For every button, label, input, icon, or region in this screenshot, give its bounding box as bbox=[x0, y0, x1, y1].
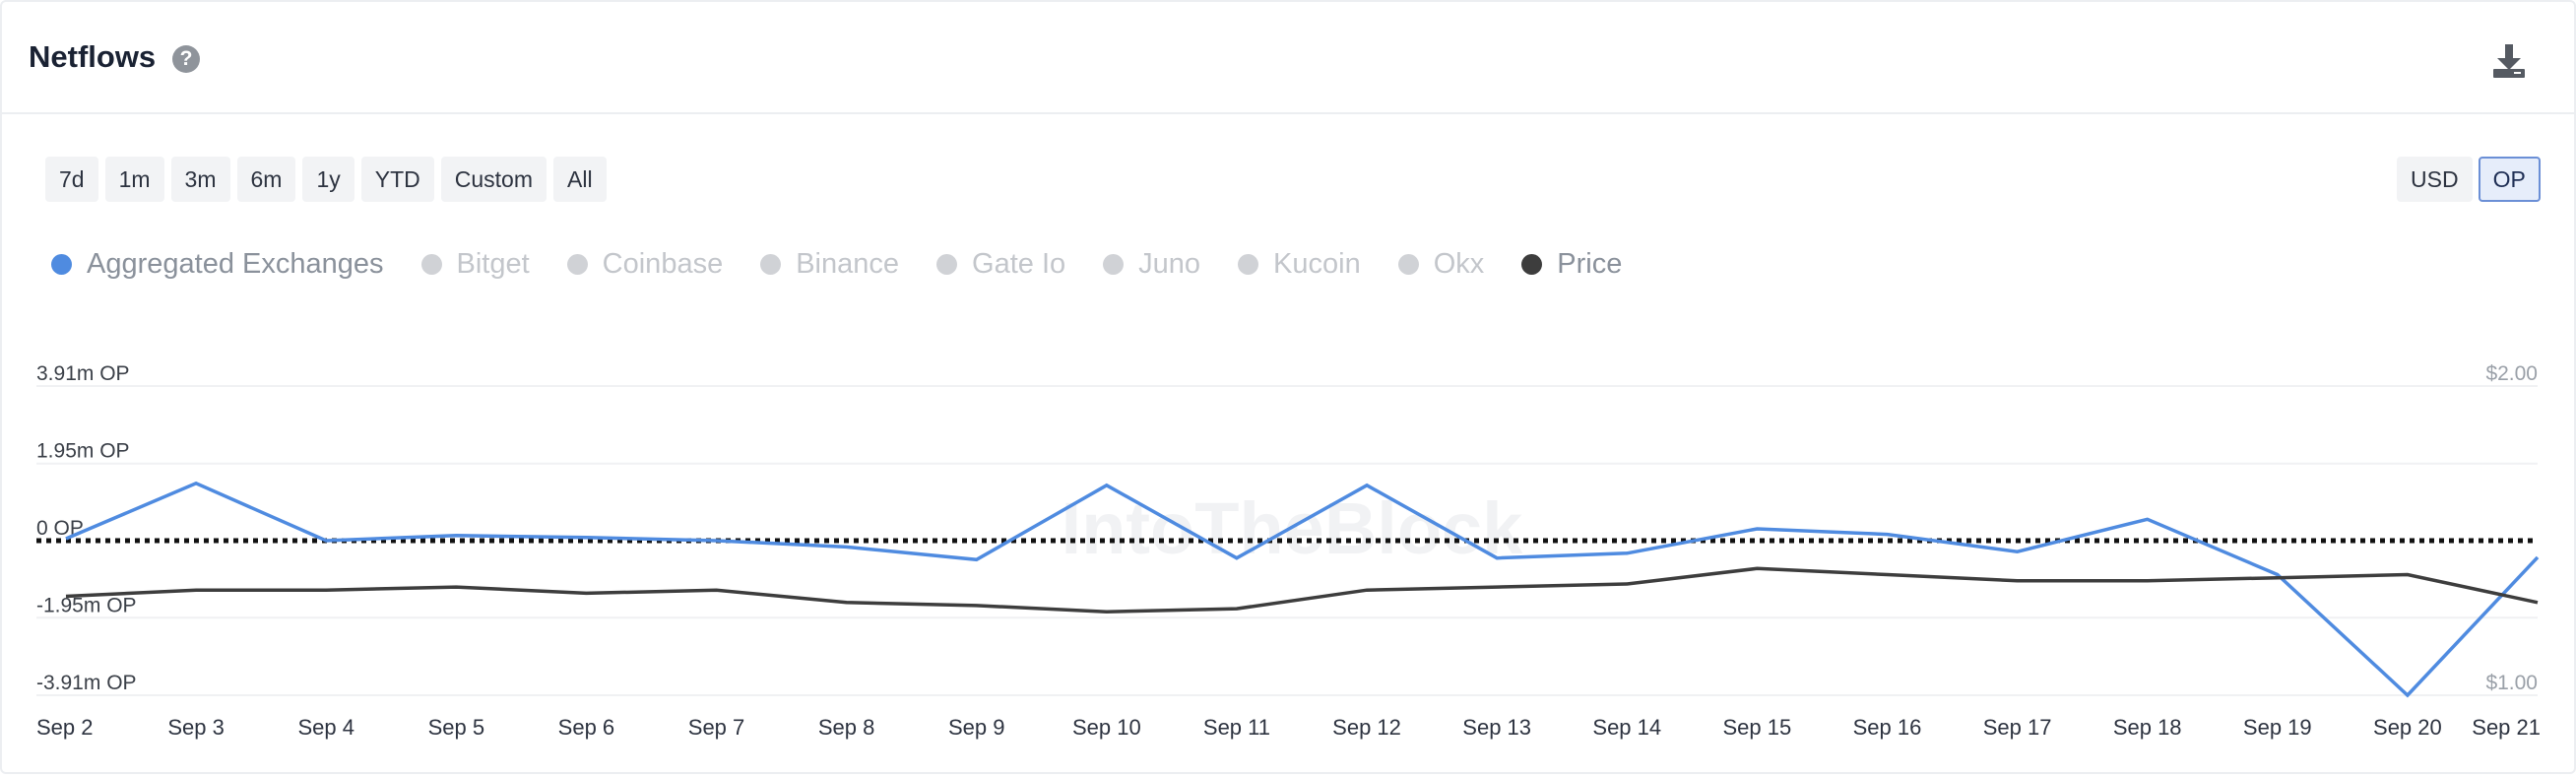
y-tick-label: 1.95m OP bbox=[36, 440, 130, 463]
x-tick-label: Sep 12 bbox=[1332, 715, 1401, 740]
y-tick-label: 0 OP bbox=[36, 517, 84, 540]
x-tick-label: Sep 21 bbox=[2472, 715, 2541, 740]
y-right-tick-label: $1.00 bbox=[2485, 672, 2538, 694]
x-tick-label: Sep 4 bbox=[297, 715, 354, 740]
x-tick-label: Sep 13 bbox=[1462, 715, 1531, 740]
x-tick-label: Sep 17 bbox=[1983, 715, 2052, 740]
x-tick-label: Sep 16 bbox=[1853, 715, 1922, 740]
x-tick-label: Sep 6 bbox=[558, 715, 615, 740]
x-tick-label: Sep 14 bbox=[1592, 715, 1661, 740]
y-tick-label: 3.91m OP bbox=[36, 362, 130, 385]
x-tick-label: Sep 19 bbox=[2243, 715, 2312, 740]
x-tick-label: Sep 3 bbox=[167, 715, 225, 740]
y-tick-label: -1.95m OP bbox=[36, 594, 137, 616]
y-right-tick-label: $2.00 bbox=[2485, 362, 2538, 385]
x-tick-label: Sep 20 bbox=[2373, 715, 2442, 740]
y-tick-label: -3.91m OP bbox=[36, 672, 137, 694]
x-tick-label: Sep 9 bbox=[948, 715, 1005, 740]
series-line-price bbox=[66, 568, 2538, 612]
x-tick-label: Sep 8 bbox=[818, 715, 875, 740]
x-tick-label: Sep 10 bbox=[1072, 715, 1141, 740]
x-tick-label: Sep 11 bbox=[1203, 715, 1270, 740]
x-tick-label: Sep 2 bbox=[36, 715, 94, 740]
x-tick-label: Sep 18 bbox=[2113, 715, 2182, 740]
x-tick-label: Sep 5 bbox=[428, 715, 485, 740]
x-tick-label: Sep 7 bbox=[688, 715, 745, 740]
x-tick-label: Sep 15 bbox=[1723, 715, 1792, 740]
